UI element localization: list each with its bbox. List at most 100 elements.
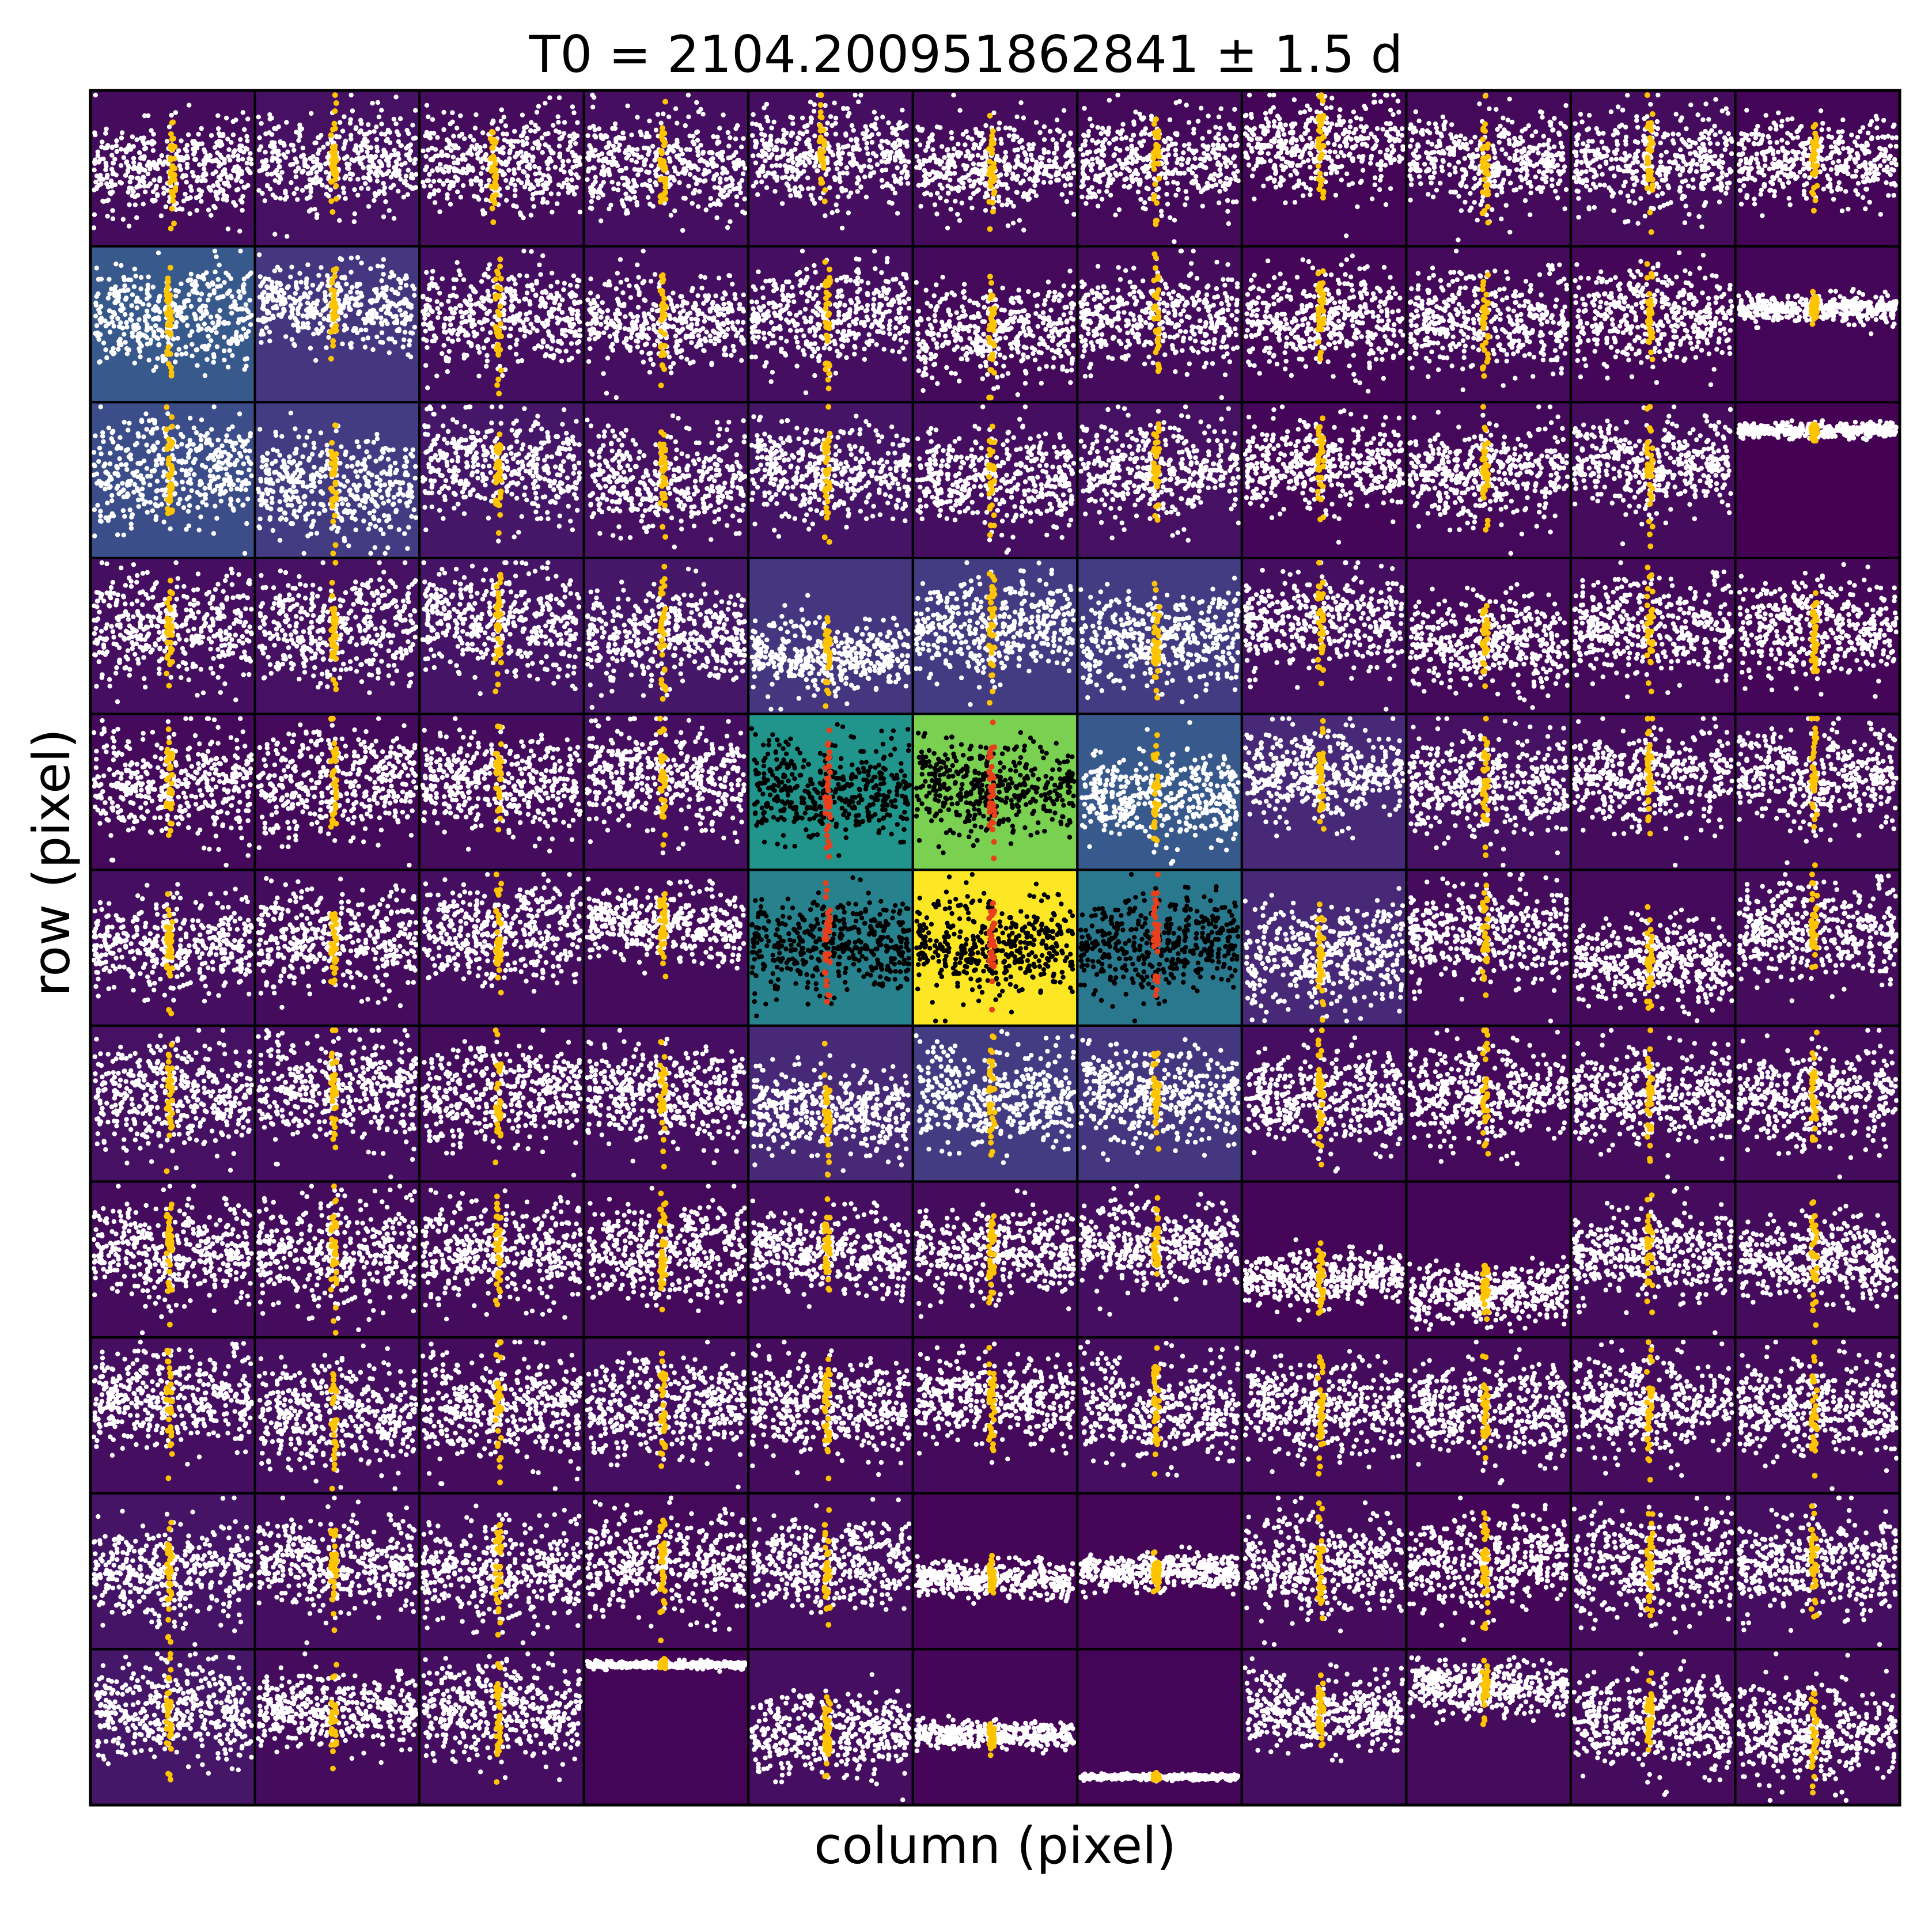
pixel-cell-r10-c1 — [255, 1649, 420, 1805]
pixel-cell-r6-c3 — [584, 1026, 749, 1182]
pixel-cell-r10-c4 — [748, 1649, 913, 1805]
pixel-cell-r6-c0 — [90, 1026, 255, 1182]
pixel-cell-r1-c3 — [584, 247, 749, 403]
pixel-cell-r6-c7 — [1242, 1026, 1407, 1182]
pixel-cell-r4-c5 — [913, 714, 1078, 870]
pixel-cell-r4-c10 — [1736, 714, 1900, 870]
pixel-cell-r7-c9 — [1571, 1182, 1736, 1338]
pixel-cell-r1-c5 — [913, 247, 1078, 403]
pixel-cell-r2-c3 — [584, 402, 749, 558]
pixel-cell-r8-c10 — [1736, 1337, 1900, 1493]
pixel-cell-r6-c9 — [1571, 1026, 1736, 1182]
pixel-cell-r2-c5 — [913, 402, 1078, 558]
pixel-cell-r10-c9 — [1571, 1649, 1736, 1805]
transit-points — [1809, 422, 1820, 443]
pixel-cell-r9-c4 — [748, 1493, 913, 1650]
x-axis-label: column (pixel) — [89, 1811, 1901, 1880]
pixel-cell-r5-c10 — [1736, 870, 1900, 1026]
pixel-cell-r8-c9 — [1571, 1337, 1736, 1493]
pixel-cell-r8-c0 — [90, 1337, 255, 1493]
pixel-cell-r4-c9 — [1571, 714, 1736, 870]
pixel-cell-r4-c8 — [1406, 714, 1571, 870]
pixel-cell-r7-c1 — [255, 1182, 420, 1338]
pixel-cell-r2-c0 — [90, 402, 255, 558]
pixel-background — [1736, 247, 1900, 403]
pixel-cell-r7-c6 — [1077, 1182, 1242, 1338]
pixel-cell-r5-c8 — [1406, 870, 1571, 1026]
pixel-cell-r6-c4 — [748, 1026, 913, 1182]
pixel-cell-r9-c1 — [255, 1493, 420, 1650]
pixel-cell-r0-c1 — [255, 90, 420, 247]
pixel-cell-r3-c8 — [1406, 558, 1571, 714]
pixel-cell-r0-c8 — [1406, 90, 1571, 247]
pixel-cell-r1-c7 — [1242, 247, 1407, 403]
pixel-cell-r7-c4 — [748, 1182, 913, 1338]
pixel-cell-r0-c4 — [748, 90, 913, 247]
pixel-cell-r5-c9 — [1571, 870, 1736, 1026]
pixel-cell-r2-c4 — [748, 402, 913, 558]
pixel-cell-r5-c5 — [913, 870, 1078, 1026]
pixel-cell-r0-c7 — [1242, 90, 1407, 247]
pixel-cell-r10-c6 — [1077, 1649, 1242, 1805]
pixel-cell-r8-c5 — [913, 1337, 1078, 1493]
pixel-cell-r4-c0 — [90, 714, 255, 870]
pixel-cell-r9-c10 — [1736, 1493, 1900, 1650]
pixel-cell-r1-c1 — [255, 247, 420, 403]
pixel-cell-r1-c6 — [1077, 247, 1242, 403]
pixel-cell-r9-c9 — [1571, 1493, 1736, 1650]
pixel-cell-r4-c7 — [1242, 714, 1407, 870]
pixel-cell-r9-c0 — [90, 1493, 255, 1650]
pixel-cell-r9-c6 — [1077, 1493, 1242, 1650]
pixel-cell-r10-c2 — [419, 1649, 584, 1805]
pixel-cell-r8-c4 — [748, 1337, 913, 1493]
pixel-cell-r1-c8 — [1406, 247, 1571, 403]
pixel-cell-r10-c10 — [1736, 1649, 1900, 1805]
pixel-cell-r10-c5 — [913, 1649, 1078, 1805]
pixel-background — [584, 1649, 749, 1805]
pixel-cell-r1-c4 — [748, 247, 913, 403]
pixel-cell-r0-c6 — [1077, 90, 1242, 247]
pixel-cell-r0-c5 — [913, 90, 1078, 247]
pixel-cell-r8-c8 — [1406, 1337, 1571, 1493]
pixel-cell-r2-c8 — [1406, 402, 1571, 558]
pixel-cell-r7-c5 — [913, 1182, 1078, 1338]
pixel-cell-r5-c0 — [90, 870, 255, 1026]
pixel-cell-r3-c6 — [1077, 558, 1242, 714]
pixel-cell-r0-c10 — [1736, 90, 1900, 247]
pixel-cell-r5-c4 — [748, 870, 913, 1026]
pixel-cell-r3-c2 — [419, 558, 584, 714]
pixel-cell-r5-c1 — [255, 870, 420, 1026]
pixel-cell-r2-c9 — [1571, 402, 1736, 558]
pixel-cell-r7-c3 — [584, 1182, 749, 1338]
pixel-cell-r9-c5 — [913, 1493, 1078, 1650]
pixel-cell-r7-c10 — [1736, 1182, 1900, 1338]
pixel-cell-r5-c6 — [1077, 870, 1242, 1026]
pixel-cell-r3-c10 — [1736, 558, 1900, 714]
pixel-cell-r2-c7 — [1242, 402, 1407, 558]
pixel-cell-r8-c3 — [584, 1337, 749, 1493]
pixel-cell-r2-c2 — [419, 402, 584, 558]
pixel-cell-r0-c0 — [90, 90, 255, 247]
pixel-cell-r3-c9 — [1571, 558, 1736, 714]
pixel-cell-r7-c7 — [1242, 1182, 1407, 1338]
pixel-cell-r3-c1 — [255, 558, 420, 714]
pixel-cell-r5-c2 — [419, 870, 584, 1026]
pixel-cell-r7-c0 — [90, 1182, 255, 1338]
pixel-cell-r4-c4 — [748, 714, 913, 870]
pixel-cell-r3-c4 — [748, 558, 913, 714]
pixel-cell-r6-c2 — [419, 1026, 584, 1182]
pixel-cell-r0-c3 — [584, 90, 749, 247]
pixel-cell-r10-c8 — [1406, 1649, 1571, 1805]
y-axis-label-text: row (pixel) — [17, 729, 86, 996]
pixel-cell-r7-c2 — [419, 1182, 584, 1338]
pixel-cell-r9-c8 — [1406, 1493, 1571, 1650]
pixel-cell-r6-c10 — [1736, 1026, 1900, 1182]
pixel-cell-r7-c8 — [1406, 1182, 1571, 1338]
pixel-cell-r6-c1 — [255, 1026, 420, 1182]
pixel-cell-r9-c7 — [1242, 1493, 1407, 1650]
pixel-cell-r6-c8 — [1406, 1026, 1571, 1182]
pixel-cell-r9-c2 — [419, 1493, 584, 1650]
pixel-cell-r0-c9 — [1571, 90, 1736, 247]
y-axis-label: row (pixel) — [17, 881, 86, 996]
